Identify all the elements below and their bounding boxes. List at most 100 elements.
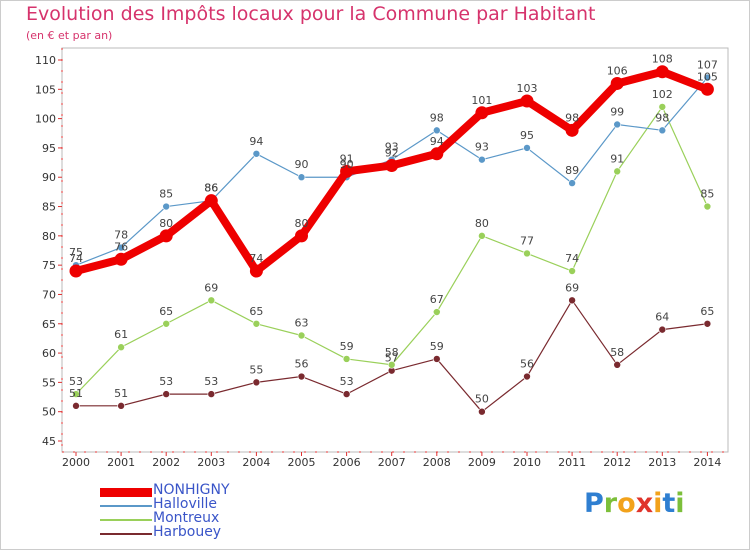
- logo-letter: i: [653, 488, 663, 519]
- data-point-harbouey: [117, 402, 125, 410]
- x-tick-label: 2012: [603, 456, 631, 469]
- data-label-harbouey: 64: [655, 311, 669, 324]
- data-label-harbouey: 53: [340, 375, 354, 388]
- data-point-harbouey: [568, 296, 576, 305]
- legend-swatch-nonhigny: [100, 487, 152, 497]
- y-tick-label: 70: [42, 288, 56, 301]
- data-label-nonhigny: 98: [565, 111, 579, 124]
- x-tick-label: 2009: [468, 456, 496, 469]
- data-label-nonhigny: 103: [517, 82, 538, 95]
- data-label-montreux: 61: [114, 328, 128, 341]
- data-point-nonhigny: [69, 264, 83, 278]
- data-label-halloville: 78: [114, 229, 128, 242]
- data-point-harbouey: [252, 378, 261, 387]
- data-label-halloville: 107: [697, 59, 718, 72]
- data-label-montreux: 102: [652, 88, 673, 101]
- y-tick-label: 50: [42, 406, 56, 419]
- x-tick-label: 2011: [558, 456, 586, 469]
- data-point-halloville: [478, 155, 486, 164]
- data-label-montreux: 80: [475, 217, 489, 230]
- y-tick-label: 60: [42, 347, 56, 360]
- x-tick-label: 2010: [513, 456, 541, 469]
- data-point-harbouey: [207, 390, 216, 398]
- data-point-harbouey: [432, 355, 441, 363]
- data-point-montreux: [297, 331, 306, 340]
- data-point-harbouey: [703, 319, 712, 328]
- data-point-halloville: [523, 144, 531, 152]
- legend-label-nonhigny: NONHIGNY: [153, 482, 230, 498]
- data-point-montreux: [387, 360, 396, 369]
- data-point-montreux: [252, 319, 261, 328]
- y-tick-label: 75: [42, 259, 56, 272]
- proxiti-logo: Proxiti: [584, 488, 685, 519]
- data-label-harbouey: 69: [565, 281, 579, 294]
- data-label-halloville: 90: [340, 158, 354, 171]
- x-tick-label: 2007: [378, 456, 406, 469]
- x-tick-label: 2013: [648, 456, 676, 469]
- x-tick-label: 2000: [62, 456, 90, 469]
- data-point-nonhigny: [430, 147, 444, 161]
- data-point-harbouey: [162, 390, 170, 398]
- data-label-montreux: 69: [204, 281, 218, 294]
- data-label-nonhigny: 74: [249, 252, 263, 265]
- data-label-halloville: 86: [204, 182, 218, 195]
- legend-swatch-harbouey: [100, 533, 152, 535]
- data-point-halloville: [432, 126, 441, 135]
- data-label-harbouey: 58: [610, 346, 624, 359]
- y-tick-label: 95: [42, 142, 56, 155]
- data-label-harbouey: 56: [520, 358, 534, 371]
- data-label-montreux: 65: [249, 305, 263, 318]
- data-label-harbouey: 57: [385, 352, 399, 365]
- data-point-harbouey: [523, 372, 531, 381]
- data-point-nonhigny: [655, 65, 669, 79]
- data-point-harbouey: [478, 407, 486, 416]
- legend-swatch-halloville: [100, 505, 152, 507]
- data-label-montreux: 85: [700, 188, 714, 201]
- data-label-montreux: 77: [520, 234, 534, 247]
- data-label-montreux: 67: [430, 293, 444, 306]
- data-label-nonhigny: 80: [159, 217, 173, 230]
- data-label-montreux: 53: [69, 375, 83, 388]
- data-label-halloville: 98: [430, 111, 444, 124]
- y-tick-label: 80: [42, 230, 56, 243]
- data-point-nonhigny: [385, 159, 399, 173]
- data-point-harbouey: [297, 372, 306, 381]
- data-point-montreux: [523, 249, 531, 258]
- data-label-nonhigny: 86: [204, 182, 218, 195]
- data-point-halloville: [568, 179, 576, 187]
- y-tick-label: 110: [35, 54, 56, 67]
- data-point-nonhigny: [475, 106, 489, 120]
- data-label-nonhigny: 108: [652, 53, 673, 66]
- x-tick-label: 2002: [152, 456, 180, 469]
- data-label-nonhigny: 80: [295, 217, 309, 230]
- data-label-nonhigny: 101: [471, 94, 492, 107]
- data-label-halloville: 93: [475, 141, 489, 154]
- data-point-nonhigny: [204, 194, 218, 208]
- data-point-halloville: [613, 120, 622, 129]
- data-label-montreux: 58: [385, 346, 399, 359]
- data-label-halloville: 89: [565, 164, 579, 177]
- x-tick-label: 2006: [333, 456, 361, 469]
- data-point-montreux: [703, 202, 712, 211]
- logo-letter: o: [617, 488, 636, 519]
- data-label-halloville: 75: [69, 246, 83, 259]
- data-label-harbouey: 56: [295, 358, 309, 371]
- data-point-halloville: [117, 243, 125, 252]
- data-label-nonhigny: 91: [340, 152, 354, 165]
- data-label-harbouey: 55: [249, 363, 263, 376]
- data-point-nonhigny: [340, 164, 354, 178]
- data-point-nonhigny: [114, 252, 128, 266]
- data-label-halloville: 98: [655, 111, 669, 124]
- y-tick-label: 100: [35, 113, 56, 126]
- data-point-montreux: [478, 232, 486, 240]
- data-point-harbouey: [342, 390, 351, 398]
- y-tick-label: 90: [42, 171, 56, 184]
- data-label-nonhigny: 92: [385, 147, 399, 160]
- y-tick-label: 55: [42, 376, 56, 389]
- data-label-montreux: 63: [295, 316, 309, 329]
- data-label-montreux: 91: [610, 152, 624, 165]
- data-point-nonhigny: [610, 76, 624, 90]
- data-point-halloville: [703, 73, 712, 82]
- data-label-montreux: 74: [565, 252, 579, 265]
